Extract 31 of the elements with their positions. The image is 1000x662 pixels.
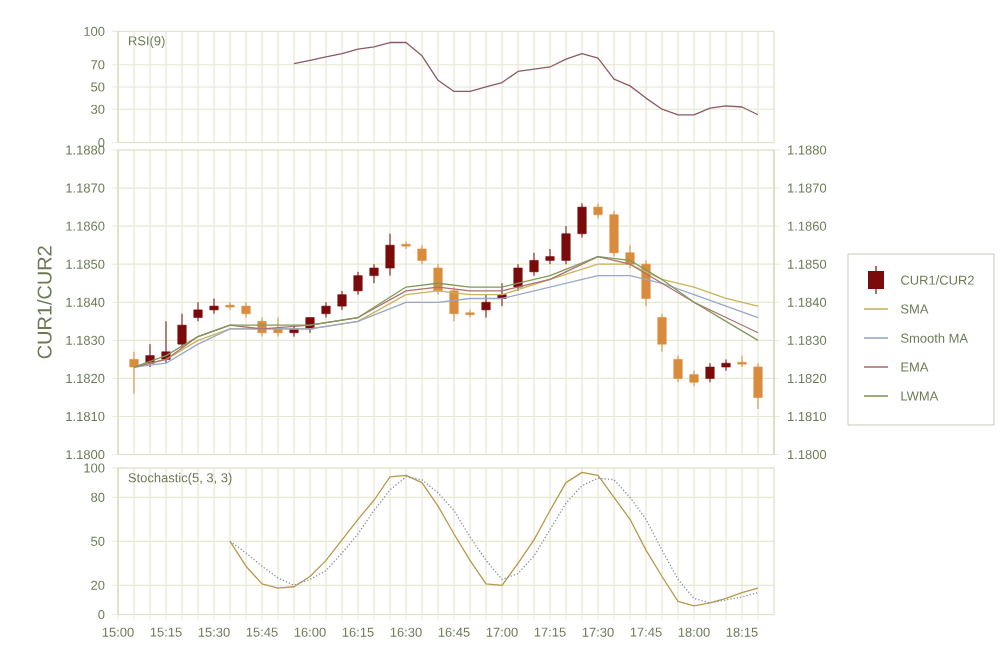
y-axis-title: CUR1/CUR2: [37, 246, 52, 359]
candlestick: [321, 301, 331, 319]
candlestick: [673, 355, 683, 383]
candlestick: [545, 248, 555, 265]
candlestick: [385, 233, 395, 277]
candlestick: [593, 202, 603, 220]
candlestick: [129, 351, 139, 395]
candlestick: [337, 290, 347, 311]
candlestick: [561, 225, 571, 265]
candlestick: [209, 297, 219, 315]
candlestick: [529, 252, 539, 277]
candlestick: [417, 244, 427, 265]
candlestick: [577, 202, 587, 239]
candlestick: [193, 301, 203, 322]
candlestick: [609, 210, 619, 258]
candlestick: [657, 313, 667, 353]
candlestick: [225, 301, 235, 311]
candlestick: [177, 313, 187, 349]
candlestick: [513, 263, 523, 292]
candlestick: [465, 309, 475, 319]
line-series: [293, 41, 759, 116]
candlestick: [721, 358, 731, 372]
candlestick: [449, 286, 459, 322]
candlestick: [705, 362, 715, 383]
candlestick: [369, 263, 379, 284]
candlestick: [241, 301, 251, 319]
candlestick: [737, 355, 747, 368]
candlestick: [753, 362, 763, 410]
candlestick: [353, 271, 363, 296]
candlestick: [481, 294, 491, 319]
candlestick: [401, 240, 411, 250]
